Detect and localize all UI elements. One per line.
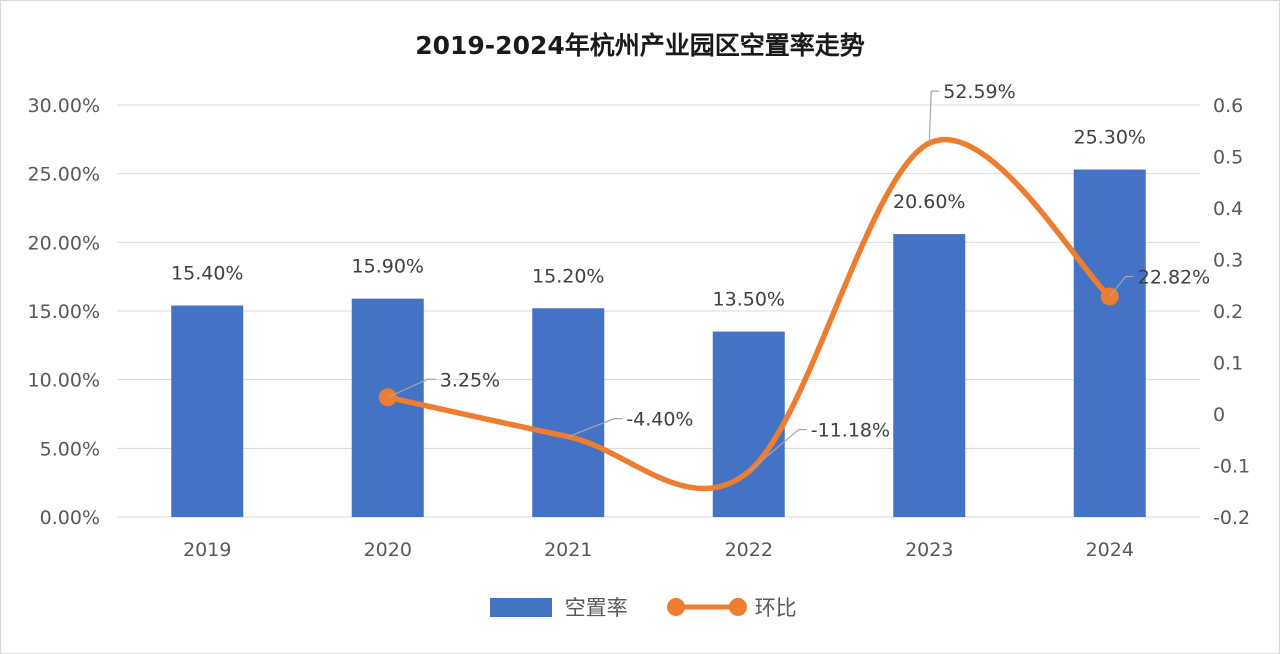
x-tick-label: 2023 [905,539,953,561]
line-data-label: -11.18% [811,420,890,442]
leader-line [1109,275,1134,297]
line-data-label: 22.82% [1138,266,1210,288]
x-tick-label: 2024 [1086,539,1134,561]
leader-line [748,428,807,473]
bar-data-label: 13.50% [713,289,785,311]
y-right-tick-label: 0.5 [1213,147,1243,169]
y-right-tick-label: 0 [1213,404,1225,426]
leader-line [928,90,940,144]
y-left-tick-label: 0.00% [40,507,100,529]
x-tick-label: 2021 [544,539,592,561]
x-tick-label: 2022 [725,539,773,561]
y-right-tick-label: 0.4 [1213,198,1243,220]
y-left-tick-label: 30.00% [28,95,100,117]
bar [712,331,785,517]
bar [893,234,966,518]
bar [171,305,244,517]
leader-line [387,378,436,398]
bar-data-label: 25.30% [1074,127,1146,149]
bar [351,298,424,517]
line-data-label: 52.59% [943,81,1015,103]
y-left-tick-label: 20.00% [28,232,100,254]
y-right-tick-label: -0.1 [1213,456,1250,478]
y-right-tick-label: 0.6 [1213,95,1243,117]
leader-line [568,418,623,438]
legend-bar-swatch [490,597,552,617]
legend-bar-label: 空置率 [564,596,628,620]
legend-bar[interactable]: 空置率 [490,592,628,622]
series-line [385,137,1113,492]
bar-data-label: 20.60% [893,191,965,213]
bar [532,308,605,517]
y-left-tick-label: 15.00% [28,301,100,323]
bar-data-label: 15.40% [171,263,243,285]
y-right-tick-label: 0.2 [1213,301,1243,323]
y-right-tick-label: 0.3 [1213,250,1243,272]
y-left-tick-label: 25.00% [28,164,100,186]
legend-line-swatch [667,598,747,616]
y-left-tick-label: 10.00% [28,370,100,392]
line-data-label: -4.40% [626,409,693,431]
x-tick-label: 2020 [364,539,412,561]
legend-line-label: 环比 [754,596,797,620]
y-left-tick-label: 5.00% [40,438,100,460]
bar-data-label: 15.90% [352,256,424,278]
y-right-tick-label: -0.2 [1213,507,1250,529]
bar-data-label: 15.20% [532,265,604,287]
legend-line[interactable]: 环比 [666,592,797,622]
line-data-label: 3.25% [440,369,500,391]
bar [1073,169,1146,517]
chart-title: 2019-2024年杭州产业园区空置率走势 [415,31,865,60]
x-tick-label: 2019 [183,539,231,561]
y-right-tick-label: 0.1 [1213,353,1243,375]
